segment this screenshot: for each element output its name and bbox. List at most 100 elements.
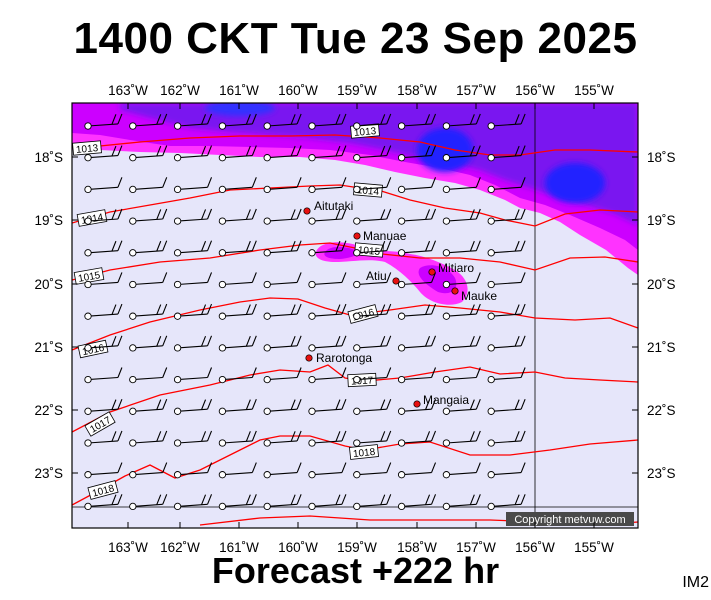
wind-barb [263,494,302,511]
wind-barb [397,303,437,320]
wind-barb [173,240,213,257]
copyright-text: Copyright metvuw.com [514,514,625,526]
wind-barb [263,177,302,194]
wind-barb [173,272,213,289]
wind-barb [353,462,392,479]
wind-barb [218,303,257,320]
wind-barb [129,113,168,130]
top-axis-label: 161˚W [219,83,259,98]
wind-barb [84,399,123,415]
wind-barb [263,145,302,162]
wind-barb [442,399,481,415]
wind-barb [84,240,123,257]
right-axis-label: 20˚S [647,277,676,292]
wind-barb [218,335,257,352]
bottom-axis-label: 163˚W [108,540,148,555]
wind-barb [308,272,347,289]
wind-barb [308,367,347,384]
rain-cell-extreme [417,128,473,172]
place-marker-mangaia [413,400,421,408]
place-marker-atiu [392,277,400,285]
wind-barb [129,145,168,162]
wind-barb [353,145,392,162]
isobar-label: 1013 [354,126,378,139]
place-label-atiu: Atiu [366,269,387,283]
isobar-label: 1013 [76,143,100,156]
wind-barb [129,335,168,352]
wind-barb [173,113,213,130]
wind-barb [129,399,168,415]
rain-cell-extreme [545,163,605,203]
wind-barb [129,272,168,289]
wind-barb [308,494,347,511]
wind-barb [129,177,168,194]
bottom-axis-label: 160˚W [278,540,318,555]
wind-barb [84,208,123,225]
wind-barb [353,399,392,415]
isobar-1015-a [72,242,383,281]
wind-barb [84,462,123,479]
top-axis-label: 156˚W [515,83,555,98]
wind-barb [397,272,437,289]
wind-barb [397,399,437,415]
map-frame [71,102,639,529]
wind-barb [487,240,526,257]
wind-barb [173,208,213,225]
wind-barb [397,367,437,384]
product-code: IM2 [682,574,709,591]
wind-barb [442,367,481,384]
left-axis-label: 23˚S [34,466,63,481]
wind-barb [173,494,213,511]
wind-barb [487,399,526,415]
wind-barb [218,240,257,257]
wind-barb [442,494,481,511]
top-axis-label: 163˚W [108,83,148,98]
bottom-axis-label: 156˚W [515,540,555,555]
wind-barb [353,113,392,130]
place-marker-mitiaro [428,268,436,276]
left-axis-label: 21˚S [34,340,63,355]
wind-barb [218,367,257,384]
place-marker-mauke [451,287,459,295]
wind-barb [308,113,347,130]
wind-barb [397,430,437,447]
wind-barb [308,208,347,225]
wind-barb [218,494,257,511]
wind-barb [353,303,392,320]
wind-barb [353,177,392,194]
wind-barb [397,113,437,130]
wind-barb [487,145,526,162]
place-label-mauke: Mauke [461,289,497,303]
wind-barb [442,145,481,162]
top-axis-label: 160˚W [278,83,318,98]
wind-barb [487,208,526,225]
wind-barb [129,240,168,257]
wind-barb [308,399,347,415]
wind-barb [487,335,526,352]
wind-barb [218,113,257,130]
wind-barb [353,208,392,225]
isobar-label: 1015 [77,270,101,285]
wind-barb [173,462,213,479]
wind-barb [487,113,526,130]
top-axis-label: 155˚W [574,83,614,98]
isobar-1015-b [381,253,638,271]
wind-barb [397,177,437,194]
place-label-manuae: Manuae [363,229,407,243]
wind-barb [173,177,213,194]
wind-barb [442,335,481,352]
wind-barb [263,113,302,130]
wind-barbs [84,113,526,511]
wind-barb [308,462,347,479]
top-axis-label: 157˚W [456,83,496,98]
wind-barb [353,494,392,511]
wind-barb [353,430,392,447]
place-marker-manuae [353,232,361,240]
left-axis-label: 18˚S [34,150,63,165]
wind-barb [442,113,481,130]
wind-barb [487,177,526,194]
left-axis-label: 19˚S [34,213,63,228]
bottom-axis-label: 162˚W [160,540,200,555]
wind-barb [129,208,168,225]
right-axis-label: 22˚S [647,403,676,418]
